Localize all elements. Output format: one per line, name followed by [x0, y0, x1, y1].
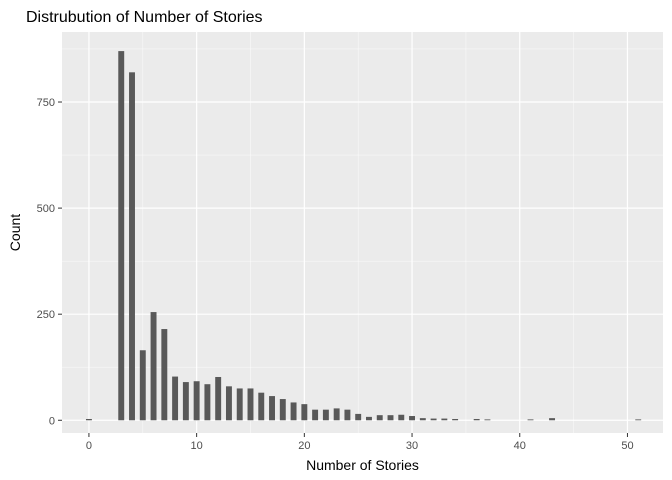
y-tick-label: 250 — [37, 309, 55, 321]
bar — [258, 392, 265, 421]
grid-minor — [62, 32, 663, 433]
bar — [301, 404, 308, 421]
bar — [215, 376, 222, 421]
bar — [247, 388, 254, 421]
bar — [355, 413, 362, 421]
bars — [85, 51, 642, 421]
x-tick-label: 50 — [621, 440, 633, 452]
x-tick-label: 40 — [514, 440, 526, 452]
bar — [225, 386, 232, 421]
bar — [290, 402, 297, 421]
bar — [333, 408, 340, 421]
chart-title: Distrubution of Number of Stories — [26, 9, 263, 26]
bar — [129, 72, 135, 421]
bar — [398, 414, 405, 421]
bar — [409, 416, 416, 421]
bar — [204, 384, 211, 421]
bar — [279, 399, 286, 421]
y-tick-label: 500 — [37, 203, 55, 215]
bar — [172, 376, 179, 421]
bar — [312, 409, 319, 421]
x-axis-title: Number of Stories — [306, 457, 419, 473]
bar — [150, 312, 157, 421]
bar — [441, 418, 448, 421]
bar — [85, 418, 92, 421]
x-tick-label: 30 — [406, 440, 418, 452]
y-tick-label: 750 — [37, 97, 55, 109]
x-tick-label: 10 — [191, 440, 203, 452]
bar — [387, 415, 394, 421]
x-tick-label: 20 — [298, 440, 310, 452]
bar — [635, 419, 642, 421]
bar — [139, 350, 146, 421]
bar — [527, 419, 534, 421]
bar — [484, 419, 491, 421]
bar — [452, 418, 459, 421]
bar — [269, 396, 275, 421]
y-axis-title: Count — [7, 214, 23, 251]
bar — [376, 415, 383, 421]
bar — [193, 381, 200, 421]
x-axis: 0 10 20 30 40 50 — [86, 433, 634, 452]
bar — [344, 409, 351, 421]
y-tick-label: 0 — [49, 415, 55, 427]
x-tick-label: 0 — [86, 440, 92, 452]
bar — [549, 418, 556, 421]
bar — [161, 329, 168, 421]
bar — [430, 418, 437, 421]
bar — [322, 409, 329, 421]
bar — [118, 51, 125, 421]
bar — [419, 418, 426, 421]
y-axis: 0 250 500 750 — [37, 97, 62, 427]
bar — [473, 418, 480, 421]
bar — [236, 388, 243, 421]
bar — [366, 416, 372, 421]
bar — [182, 382, 189, 421]
